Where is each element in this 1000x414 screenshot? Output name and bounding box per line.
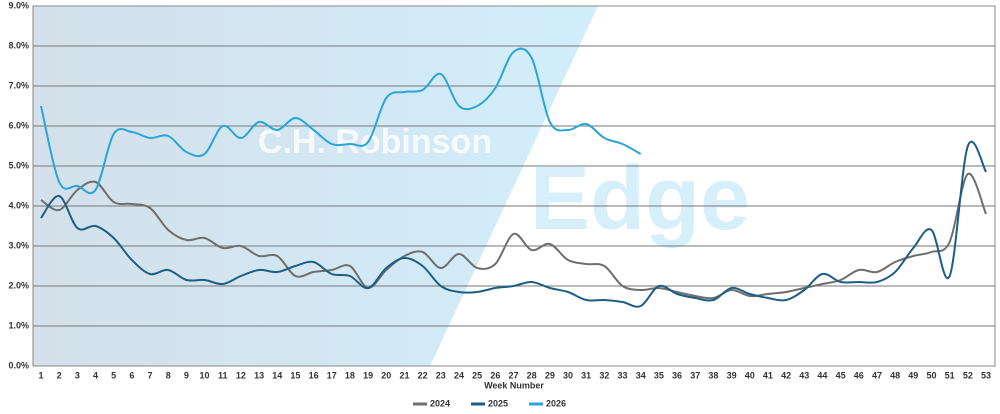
x-tick-label: 21 (399, 370, 409, 380)
x-tick-label: 42 (781, 370, 791, 380)
x-tick-label: 40 (745, 370, 755, 380)
series-line (40, 140, 987, 308)
x-tick-label: 6 (129, 370, 134, 380)
x-tick-label: 28 (527, 370, 537, 380)
x-tick-label: 20 (381, 370, 391, 380)
x-tick-label: 14 (272, 370, 282, 380)
x-tick-label: 3 (75, 370, 80, 380)
x-tick-label: 38 (708, 370, 718, 380)
series-line (40, 172, 987, 300)
x-tick-label: 35 (654, 370, 664, 380)
x-tick-label: 29 (545, 370, 555, 380)
x-tick-label: 30 (563, 370, 573, 380)
x-tick-label: 2 (57, 370, 62, 380)
y-tick-label: 1.0% (8, 320, 29, 330)
x-tick-label: 36 (672, 370, 682, 380)
y-tick-label: 9.0% (8, 0, 29, 10)
x-tick-label: 12 (236, 370, 246, 380)
x-axis-label: Week Number (484, 380, 544, 390)
x-tick-label: 47 (872, 370, 882, 380)
x-tick-label: 34 (636, 370, 646, 380)
legend-label: 2024 (430, 398, 450, 408)
x-tick-label: 5 (111, 370, 116, 380)
x-tick-label: 15 (290, 370, 300, 380)
x-tick-label: 11 (218, 370, 228, 380)
y-tick-label: 4.0% (8, 200, 29, 210)
legend-label: 2026 (546, 398, 566, 408)
x-tick-label: 52 (963, 370, 973, 380)
series-line (40, 47, 642, 195)
x-tick-label: 10 (200, 370, 210, 380)
legend-label: 2025 (488, 398, 508, 408)
x-tick-label: 1 (38, 370, 43, 380)
x-tick-label: 4 (93, 370, 98, 380)
x-tick-label: 49 (908, 370, 918, 380)
y-tick-label: 5.0% (8, 160, 29, 170)
x-tick-label: 53 (981, 370, 991, 380)
x-tick-label: 41 (763, 370, 773, 380)
x-tick-label: 33 (618, 370, 628, 380)
x-tick-label: 18 (345, 370, 355, 380)
x-tick-label: 44 (817, 370, 827, 380)
x-tick-label: 22 (418, 370, 428, 380)
x-tick-label: 37 (690, 370, 700, 380)
x-tick-label: 25 (472, 370, 482, 380)
y-tick-label: 3.0% (8, 240, 29, 250)
x-tick-label: 23 (436, 370, 446, 380)
x-tick-label: 51 (945, 370, 955, 380)
x-tick-label: 27 (508, 370, 518, 380)
x-tick-label: 13 (254, 370, 264, 380)
x-tick-label: 43 (799, 370, 809, 380)
x-tick-label: 24 (454, 370, 464, 380)
y-tick-label: 8.0% (8, 40, 29, 50)
watermark: Edge (530, 149, 750, 249)
y-tick-label: 6.0% (8, 120, 29, 130)
x-tick-label: 19 (363, 370, 373, 380)
x-tick-label: 9 (184, 370, 189, 380)
x-tick-label: 45 (836, 370, 846, 380)
y-tick-label: 0.0% (8, 360, 29, 370)
x-tick-label: 32 (599, 370, 609, 380)
plot-border (32, 5, 996, 367)
x-tick-label: 31 (581, 370, 591, 380)
x-tick-label: 16 (309, 370, 319, 380)
background-band (33, 6, 598, 366)
x-tick-label: 8 (166, 370, 171, 380)
y-tick-label: 7.0% (8, 80, 29, 90)
x-tick-label: 39 (727, 370, 737, 380)
y-tick-label: 2.0% (8, 280, 29, 290)
x-tick-label: 46 (854, 370, 864, 380)
x-tick-label: 26 (490, 370, 500, 380)
x-tick-label: 50 (926, 370, 936, 380)
x-tick-label: 7 (148, 370, 153, 380)
x-tick-label: 48 (890, 370, 900, 380)
x-tick-label: 17 (327, 370, 337, 380)
